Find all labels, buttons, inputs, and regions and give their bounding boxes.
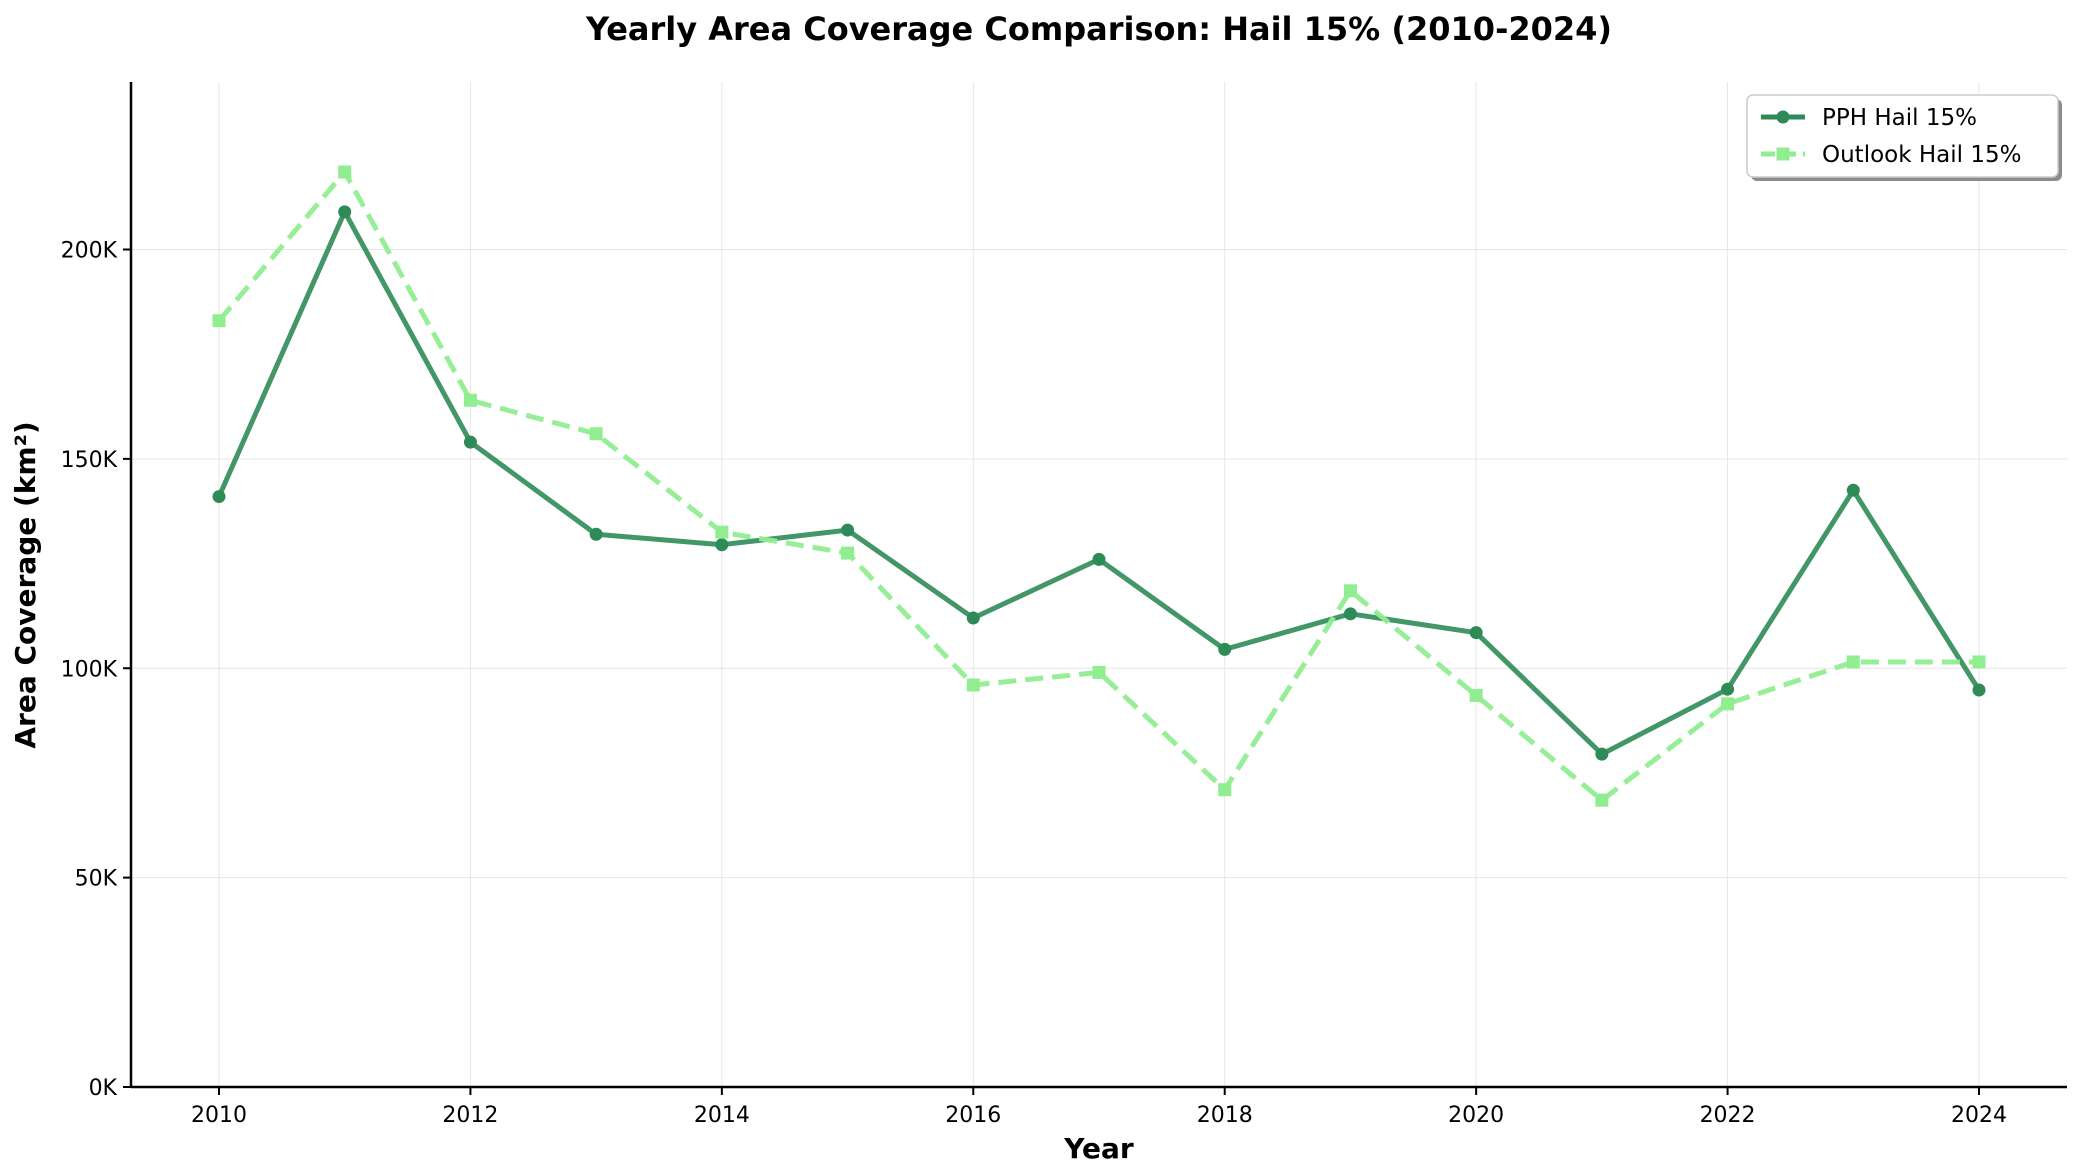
data-point	[1092, 552, 1106, 566]
data-point	[1972, 655, 1986, 669]
y-tick-label: 200K	[61, 239, 118, 264]
x-tick-label: 2018	[1197, 1103, 1253, 1128]
data-point	[1972, 683, 1986, 697]
series-line	[217, 169, 1979, 803]
legend-marker	[1776, 110, 1790, 124]
y-tick-label: 50K	[75, 867, 118, 892]
data-point	[1469, 688, 1483, 702]
series-1	[212, 165, 1986, 807]
legend-marker	[1776, 147, 1790, 161]
data-point	[1218, 783, 1232, 797]
x-tick-label: 2016	[945, 1103, 1001, 1128]
y-tick-label: 0K	[89, 1076, 118, 1101]
data-point	[1343, 607, 1357, 621]
data-point	[1721, 697, 1735, 711]
y-tick-label: 100K	[61, 657, 118, 682]
chart-title: Yearly Area Coverage Comparison: Hail 15…	[585, 10, 1612, 48]
x-tick-label: 2022	[1700, 1103, 1756, 1128]
legend-entry: Outlook Hail 15%	[1761, 142, 2021, 168]
x-axis-label: Year	[1063, 1132, 1134, 1165]
data-point	[212, 490, 226, 504]
data-point	[1092, 665, 1106, 679]
y-axis-label: Area Coverage (km²)	[9, 421, 42, 748]
data-point	[1595, 747, 1609, 761]
data-point	[841, 523, 855, 537]
legend-entries: PPH Hail 15% Outlook Hail 15%	[1761, 105, 2021, 168]
legend-box	[1746, 94, 2059, 178]
data-point	[338, 205, 352, 219]
data-point	[1846, 483, 1860, 497]
data-point	[1218, 642, 1232, 656]
legend: PPH Hail 15% Outlook Hail 15%	[1746, 94, 2062, 181]
y-ticks: 0K 50K 100K 150K 200K	[61, 239, 131, 1101]
data-point	[715, 538, 729, 552]
data-point	[966, 678, 980, 692]
data-point	[1343, 584, 1357, 598]
data-point	[1595, 793, 1609, 807]
data-point	[841, 546, 855, 560]
x-tick-label: 2014	[694, 1103, 750, 1128]
data-point	[1846, 655, 1860, 669]
data-point	[212, 314, 226, 328]
data-point	[463, 435, 477, 449]
data-point	[1469, 626, 1483, 640]
x-tick-label: 2020	[1448, 1103, 1504, 1128]
x-tick-label: 2024	[1951, 1103, 2007, 1128]
axes	[129, 82, 2067, 1089]
data-point	[338, 165, 352, 179]
data-point	[589, 427, 603, 441]
data-point	[463, 393, 477, 407]
legend-entry: PPH Hail 15%	[1761, 105, 1977, 131]
data-point	[966, 611, 980, 625]
series-0	[212, 205, 1986, 761]
data-point	[589, 527, 603, 541]
x-tick-label: 2012	[442, 1103, 498, 1128]
grid-lines	[131, 82, 2067, 1088]
legend-label: Outlook Hail 15%	[1822, 142, 2021, 168]
data-point	[715, 525, 729, 539]
y-tick-label: 150K	[61, 448, 118, 473]
data-point	[1721, 682, 1735, 696]
series-layer	[212, 165, 1986, 807]
legend-label: PPH Hail 15%	[1822, 105, 1977, 131]
x-ticks: 2010 2012 2014 2016 2018 2020 2022 2024	[191, 1087, 2007, 1128]
x-tick-label: 2010	[191, 1103, 247, 1128]
